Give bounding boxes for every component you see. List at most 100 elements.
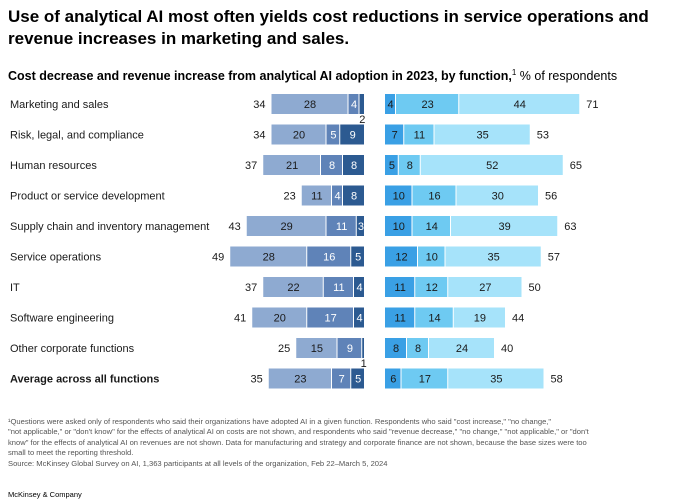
revenue-segment-label: 23 <box>422 99 434 111</box>
footnote: ¹Questions were asked only of respondent… <box>8 417 684 469</box>
revenue-segment-label: 10 <box>393 191 405 203</box>
cost-bar-segment <box>246 216 326 236</box>
revenue-total-label: 65 <box>570 160 582 172</box>
revenue-segment-label: 24 <box>456 343 468 355</box>
cost-bar-segment <box>337 338 362 358</box>
revenue-total-label: 53 <box>537 130 549 142</box>
revenue-segment-label: 12 <box>426 282 438 294</box>
cost-segment-label: 4 <box>351 99 357 111</box>
cost-segment-label: 4 <box>334 191 340 203</box>
revenue-bar-segment <box>385 277 415 297</box>
cost-segment-label: 5 <box>330 130 336 142</box>
revenue-bar-segment <box>415 277 448 297</box>
cost-bar-segment <box>354 307 364 328</box>
cost-segment-label: 11 <box>336 221 347 233</box>
revenue-bar-segment <box>434 124 530 145</box>
cost-bar-segment <box>323 277 353 297</box>
revenue-segment-label: 44 <box>514 99 526 111</box>
revenue-segment-label: 7 <box>392 130 398 142</box>
cost-bar-segment <box>351 368 364 389</box>
category-label: IT <box>10 282 20 294</box>
revenue-segment-label: 10 <box>393 221 405 233</box>
revenue-segment-label: 11 <box>394 282 405 294</box>
revenue-bar-segment <box>429 338 494 358</box>
cost-bar-segment <box>348 94 359 114</box>
cost-bar-segment <box>301 185 331 206</box>
category-label: Risk, legal, and compliance <box>10 130 144 142</box>
revenue-bar-segment <box>415 307 453 328</box>
cost-segment-label: 9 <box>350 130 356 142</box>
chart-headline: Use of analytical AI most often yields c… <box>8 7 649 48</box>
cost-bar-segment <box>332 368 351 389</box>
revenue-bar-segment <box>412 216 450 236</box>
revenue-bar-segment <box>412 185 456 206</box>
cost-bar-segment <box>343 185 364 206</box>
cost-bar-segment <box>252 307 307 328</box>
cost-bar-segment <box>230 246 307 267</box>
revenue-bar-segment <box>396 94 459 114</box>
revenue-segment-label: 39 <box>499 221 511 233</box>
chart-subtitle: Cost decrease and revenue increase from … <box>8 68 617 83</box>
cost-segment-label: 1 <box>361 358 367 370</box>
revenue-segment-label: 30 <box>492 191 504 203</box>
cost-bar-segment <box>263 277 323 297</box>
brand-label: McKinsey & Company <box>8 490 82 499</box>
cost-total-label: 49 <box>212 252 224 264</box>
cost-segment-label: 28 <box>304 99 316 111</box>
revenue-total-label: 40 <box>501 343 513 355</box>
revenue-bar-segment <box>385 307 415 328</box>
chart-subtitle-main: Cost decrease and revenue increase from … <box>8 69 512 84</box>
cost-total-label: 34 <box>253 130 265 142</box>
revenue-bar-segment <box>385 216 412 236</box>
cost-segment-label: 11 <box>311 191 322 203</box>
cost-bar-segment <box>356 216 364 236</box>
cost-bar-segment <box>354 277 364 297</box>
revenue-bar-segment <box>459 94 580 114</box>
cost-segment-label: 2 <box>359 114 365 126</box>
revenue-total-label: 44 <box>512 313 524 325</box>
cost-bar-segment <box>362 338 364 358</box>
revenue-bar-segment <box>420 155 563 175</box>
cost-bar-segment <box>321 155 342 175</box>
cost-bar-segment <box>343 155 364 175</box>
cost-bar-segment <box>271 94 348 114</box>
category-label: Product or service development <box>10 191 165 203</box>
revenue-segment-label: 5 <box>389 160 395 172</box>
revenue-total-label: 71 <box>586 99 598 111</box>
cost-segment-label: 29 <box>281 221 293 233</box>
revenue-segment-label: 16 <box>428 191 440 203</box>
cost-segment-label: 17 <box>325 313 337 325</box>
cost-bar-segment <box>307 246 351 267</box>
cost-bar-segment <box>326 124 340 145</box>
cost-bar-segment <box>296 338 337 358</box>
cost-total-label: 25 <box>278 343 290 355</box>
revenue-bar-segment <box>456 185 538 206</box>
revenue-segment-label: 27 <box>479 282 491 294</box>
cost-total-label: 35 <box>251 374 263 386</box>
revenue-total-label: 63 <box>564 221 576 233</box>
category-label: Marketing and sales <box>10 99 109 111</box>
cost-segment-label: 4 <box>356 313 362 325</box>
cost-total-label: 23 <box>284 191 296 203</box>
revenue-segment-label: 14 <box>428 313 440 325</box>
cost-segment-label: 5 <box>355 252 361 264</box>
footnote-marker: 1 <box>511 68 517 77</box>
cost-segment-label: 8 <box>351 160 357 172</box>
revenue-bar-segment <box>385 124 404 145</box>
cost-segment-label: 22 <box>287 282 299 294</box>
cost-segment-label: 28 <box>263 252 275 264</box>
revenue-segment-label: 35 <box>488 252 500 264</box>
cost-total-label: 43 <box>229 221 241 233</box>
revenue-bar-segment <box>445 246 541 267</box>
category-label: Software engineering <box>10 313 114 325</box>
revenue-segment-label: 11 <box>414 130 425 142</box>
cost-total-label: 37 <box>245 160 257 172</box>
cost-segment-label: 21 <box>286 160 298 172</box>
cost-bar-segment <box>359 94 364 114</box>
revenue-segment-label: 17 <box>419 374 431 386</box>
revenue-segment-label: 8 <box>415 343 421 355</box>
category-label: Supply chain and inventory management <box>10 221 209 233</box>
category-label: Service operations <box>10 252 102 264</box>
cost-bar-segment <box>351 246 364 267</box>
footnote-line: "not applicable," or "don't know" for th… <box>8 427 589 437</box>
